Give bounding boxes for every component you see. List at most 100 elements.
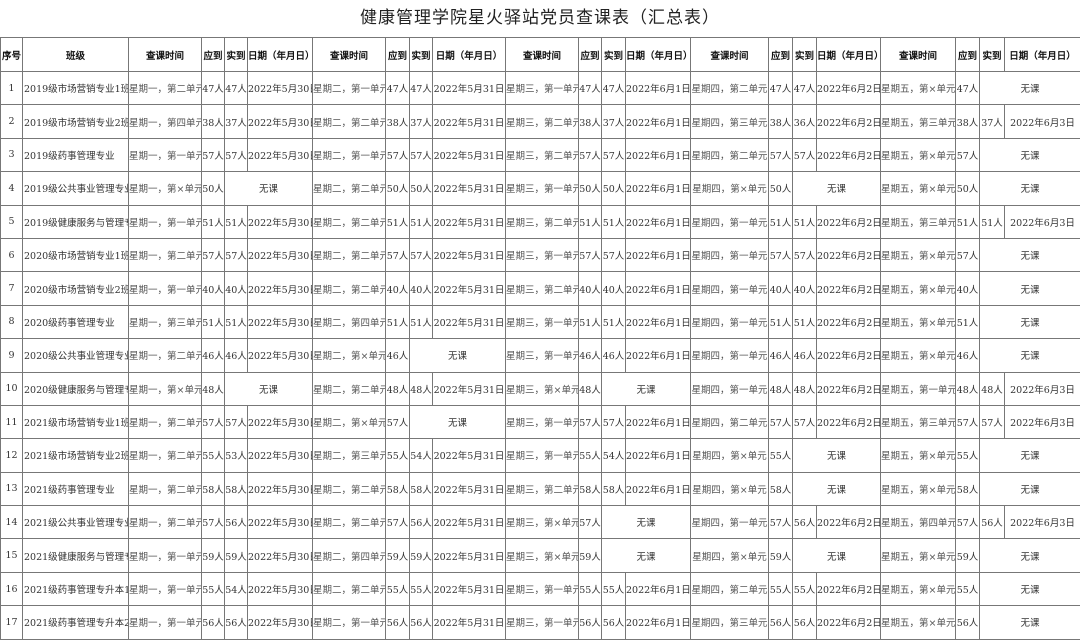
header-actual: 实到 — [793, 38, 817, 72]
cell-seq: 10 — [1, 372, 23, 405]
cell-expected: 51人 — [956, 205, 980, 238]
cell-expected: 40人 — [956, 272, 980, 305]
cell-actual: 51人 — [793, 305, 817, 338]
cell-date: 2022年6月3日 — [1005, 205, 1080, 238]
cell-expected: 48人 — [956, 372, 980, 405]
cell-actual: 37人 — [980, 105, 1005, 138]
cell-no-class: 无课 — [980, 539, 1080, 572]
cell-class: 2021级药事管理专升本2班 — [23, 606, 129, 639]
header-check-time: 查课时间 — [506, 38, 579, 72]
cell-date: 2022年5月31日 — [433, 572, 506, 605]
cell-actual: 56人 — [410, 606, 433, 639]
cell-check-time: 星期三，第二单元 — [506, 205, 579, 238]
cell-actual: 47人 — [225, 72, 248, 105]
cell-actual: 57人 — [602, 138, 626, 171]
cell-no-class: 无课 — [793, 439, 881, 472]
cell-date: 2022年5月31日 — [433, 238, 506, 271]
cell-actual: 37人 — [225, 105, 248, 138]
cell-check-time: 星期四，第一单元 — [691, 205, 769, 238]
cell-check-time: 星期二，第二单元 — [313, 172, 386, 205]
cell-actual: 47人 — [602, 72, 626, 105]
cell-check-time: 星期二，第二单元 — [313, 105, 386, 138]
cell-expected: 57人 — [386, 405, 410, 438]
cell-date: 2022年5月31日 — [433, 372, 506, 405]
cell-expected: 47人 — [386, 72, 410, 105]
cell-expected: 58人 — [386, 472, 410, 505]
header-actual: 实到 — [602, 38, 626, 72]
cell-actual: 57人 — [793, 238, 817, 271]
cell-expected: 57人 — [202, 138, 225, 171]
cell-check-time: 星期五，第×单元 — [881, 439, 956, 472]
cell-expected: 51人 — [579, 205, 602, 238]
cell-expected: 58人 — [956, 472, 980, 505]
cell-check-time: 星期五，第×单元 — [881, 172, 956, 205]
cell-expected: 56人 — [386, 606, 410, 639]
cell-date: 2022年6月2日 — [817, 305, 881, 338]
cell-check-time: 星期三，第一单元 — [506, 572, 579, 605]
cell-check-time: 星期二，第四单元 — [313, 539, 386, 572]
cell-actual: 50人 — [410, 172, 433, 205]
header-class: 班级 — [23, 38, 129, 72]
cell-check-time: 星期三，第二单元 — [506, 472, 579, 505]
cell-check-time: 星期二，第×单元 — [313, 405, 386, 438]
cell-actual: 51人 — [793, 205, 817, 238]
cell-date: 2022年6月1日 — [626, 172, 691, 205]
cell-date: 2022年6月2日 — [817, 405, 881, 438]
cell-expected: 57人 — [956, 138, 980, 171]
cell-actual: 57人 — [793, 405, 817, 438]
cell-expected: 55人 — [202, 572, 225, 605]
cell-expected: 59人 — [202, 539, 225, 572]
cell-date: 2022年6月1日 — [626, 305, 691, 338]
cell-actual: 56人 — [602, 606, 626, 639]
cell-date: 2022年6月1日 — [626, 606, 691, 639]
cell-no-class: 无课 — [980, 272, 1080, 305]
cell-check-time: 星期二，第三单元 — [313, 439, 386, 472]
cell-expected: 57人 — [769, 238, 793, 271]
cell-check-time: 星期二，第一单元 — [313, 606, 386, 639]
cell-expected: 55人 — [769, 572, 793, 605]
cell-expected: 47人 — [579, 72, 602, 105]
cell-class: 2019级药事管理专业 — [23, 138, 129, 171]
cell-expected: 56人 — [956, 606, 980, 639]
cell-actual: 56人 — [980, 506, 1005, 539]
cell-check-time: 星期二，第二单元 — [313, 572, 386, 605]
cell-no-class: 无课 — [793, 472, 881, 505]
cell-expected: 48人 — [769, 372, 793, 405]
cell-seq: 2 — [1, 105, 23, 138]
cell-expected: 51人 — [956, 305, 980, 338]
cell-check-time: 星期一，第一单元 — [129, 272, 202, 305]
header-actual: 实到 — [980, 38, 1005, 72]
cell-date: 2022年5月31日 — [433, 506, 506, 539]
cell-check-time: 星期三，第一单元 — [506, 72, 579, 105]
cell-check-time: 星期四，第三单元 — [691, 105, 769, 138]
cell-actual: 51人 — [980, 205, 1005, 238]
header-date: 日期（年月日） — [433, 38, 506, 72]
cell-expected: 38人 — [579, 105, 602, 138]
cell-date: 2022年6月1日 — [626, 439, 691, 472]
cell-seq: 4 — [1, 172, 23, 205]
cell-date: 2022年6月3日 — [1005, 372, 1080, 405]
cell-date: 2022年6月3日 — [1005, 405, 1080, 438]
cell-actual: 48人 — [980, 372, 1005, 405]
cell-actual: 56人 — [225, 506, 248, 539]
cell-date: 2022年6月2日 — [817, 238, 881, 271]
cell-actual: 50人 — [602, 172, 626, 205]
cell-actual: 57人 — [410, 138, 433, 171]
cell-actual: 37人 — [410, 105, 433, 138]
cell-actual: 46人 — [793, 339, 817, 372]
cell-expected: 55人 — [202, 439, 225, 472]
cell-check-time: 星期四，第×单元 — [691, 439, 769, 472]
cell-check-time: 星期一，第×单元 — [129, 372, 202, 405]
cell-date: 2022年6月1日 — [626, 72, 691, 105]
cell-date: 2022年5月30日 — [248, 539, 313, 572]
cell-expected: 38人 — [956, 105, 980, 138]
cell-expected: 57人 — [579, 238, 602, 271]
cell-expected: 58人 — [769, 472, 793, 505]
cell-check-time: 星期三，第一单元 — [506, 305, 579, 338]
cell-check-time: 星期四，第一单元 — [691, 305, 769, 338]
cell-check-time: 星期四，第×单元 — [691, 539, 769, 572]
cell-seq: 17 — [1, 606, 23, 639]
header-expected: 应到 — [386, 38, 410, 72]
